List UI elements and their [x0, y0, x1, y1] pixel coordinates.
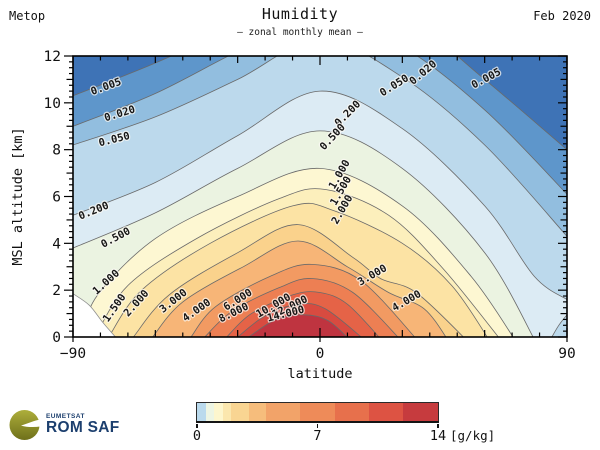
- colorbar-tick-label: 7: [313, 428, 322, 444]
- colorbar-segment: [403, 403, 438, 421]
- svg-text:latitude: latitude: [287, 366, 352, 382]
- instrument-label: Metop: [9, 9, 46, 23]
- colorbar-tick: [196, 423, 198, 428]
- chart-title: Humidity: [261, 5, 339, 23]
- svg-text:8: 8: [52, 143, 61, 159]
- svg-text:12: 12: [44, 49, 61, 65]
- colorbar-axis-line: [196, 421, 439, 424]
- colorbar-tick-label: 14: [429, 428, 447, 444]
- romsaf-logo-icon: [9, 410, 41, 440]
- svg-text:2: 2: [52, 283, 61, 299]
- colorbar-segment: [265, 403, 301, 421]
- colorbar-segment: [231, 403, 249, 421]
- colorbar-gradient: [196, 402, 439, 422]
- plot-axes: [64, 55, 568, 342]
- colorbar-segment: [205, 403, 215, 421]
- colorbar: [g/kg] 0 7 14: [193, 402, 495, 448]
- contour-bands: [73, 56, 567, 337]
- date-label: Feb 2020: [533, 9, 591, 23]
- colorbar-segment: [369, 403, 404, 421]
- colorbar-tick: [437, 423, 439, 428]
- svg-text:0: 0: [316, 346, 325, 362]
- chart-subtitle: – zonal monthly mean –: [237, 27, 363, 38]
- colorbar-segment: [222, 403, 232, 421]
- colorbar-segment: [197, 403, 206, 421]
- svg-text:10: 10: [44, 96, 61, 112]
- svg-text:0: 0: [52, 330, 61, 346]
- colorbar-segment: [248, 403, 266, 421]
- svg-text:MSL altitude [km]: MSL altitude [km]: [10, 127, 26, 265]
- svg-text:90: 90: [558, 346, 575, 362]
- colorbar-segment: [334, 403, 370, 421]
- logo-org-text: EUMETSAT: [46, 412, 85, 420]
- svg-text:4: 4: [52, 236, 61, 252]
- svg-text:−90: −90: [60, 346, 86, 362]
- colorbar-segment: [300, 403, 335, 421]
- logo-name-text: ROM SAF: [46, 418, 120, 436]
- colorbar-tick-label: 0: [192, 428, 202, 444]
- colorbar-unit-label: [g/kg]: [450, 428, 496, 443]
- colorbar-segment: [214, 403, 223, 421]
- svg-text:6: 6: [52, 190, 61, 206]
- colorbar-tick: [316, 423, 319, 428]
- romsaf-logo: EUMETSAT ROM SAF: [8, 408, 120, 441]
